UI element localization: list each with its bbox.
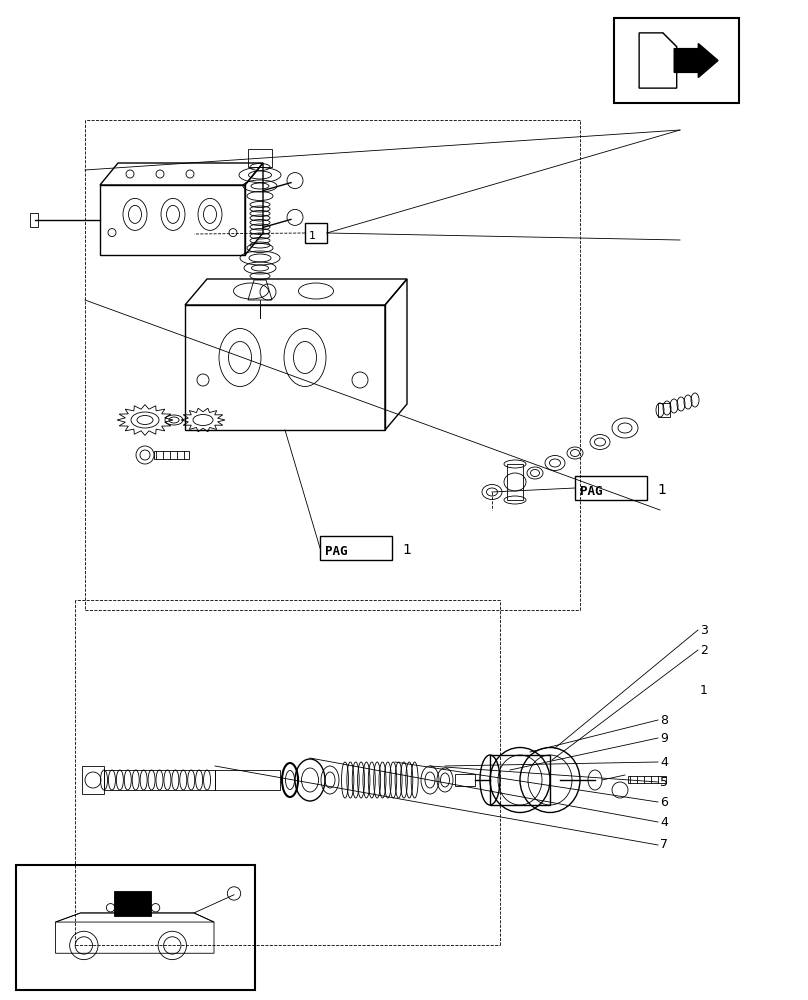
Bar: [614, 18, 739, 103]
Bar: [104, 770, 215, 790]
Bar: [490, 755, 550, 805]
Text: PAG: PAG: [580, 485, 603, 498]
Text: 8: 8: [660, 714, 668, 726]
Bar: [100, 185, 245, 255]
Bar: [305, 223, 327, 243]
Polygon shape: [674, 43, 718, 78]
Text: 1: 1: [657, 483, 666, 497]
Bar: [455, 774, 475, 786]
Text: 9: 9: [660, 732, 668, 744]
Bar: [575, 476, 647, 500]
Text: 3: 3: [700, 624, 708, 637]
Bar: [507, 464, 523, 500]
Text: PAG: PAG: [325, 545, 347, 558]
Text: 2: 2: [700, 644, 708, 656]
Bar: [185, 305, 385, 430]
Text: 1: 1: [309, 231, 316, 241]
Text: 4: 4: [660, 756, 668, 768]
Bar: [154, 451, 189, 459]
Bar: [30, 213, 38, 227]
Bar: [114, 891, 150, 916]
Text: 6: 6: [660, 796, 668, 808]
Text: 4: 4: [660, 816, 668, 828]
Bar: [82, 766, 104, 794]
Bar: [320, 536, 392, 560]
Text: 7: 7: [660, 838, 668, 852]
Bar: [16, 865, 255, 990]
Text: 5: 5: [660, 776, 668, 788]
Bar: [658, 403, 670, 417]
Bar: [628, 776, 666, 783]
Bar: [215, 770, 280, 790]
Text: 1: 1: [402, 543, 411, 557]
Bar: [248, 149, 272, 167]
Text: 1: 1: [700, 684, 708, 696]
